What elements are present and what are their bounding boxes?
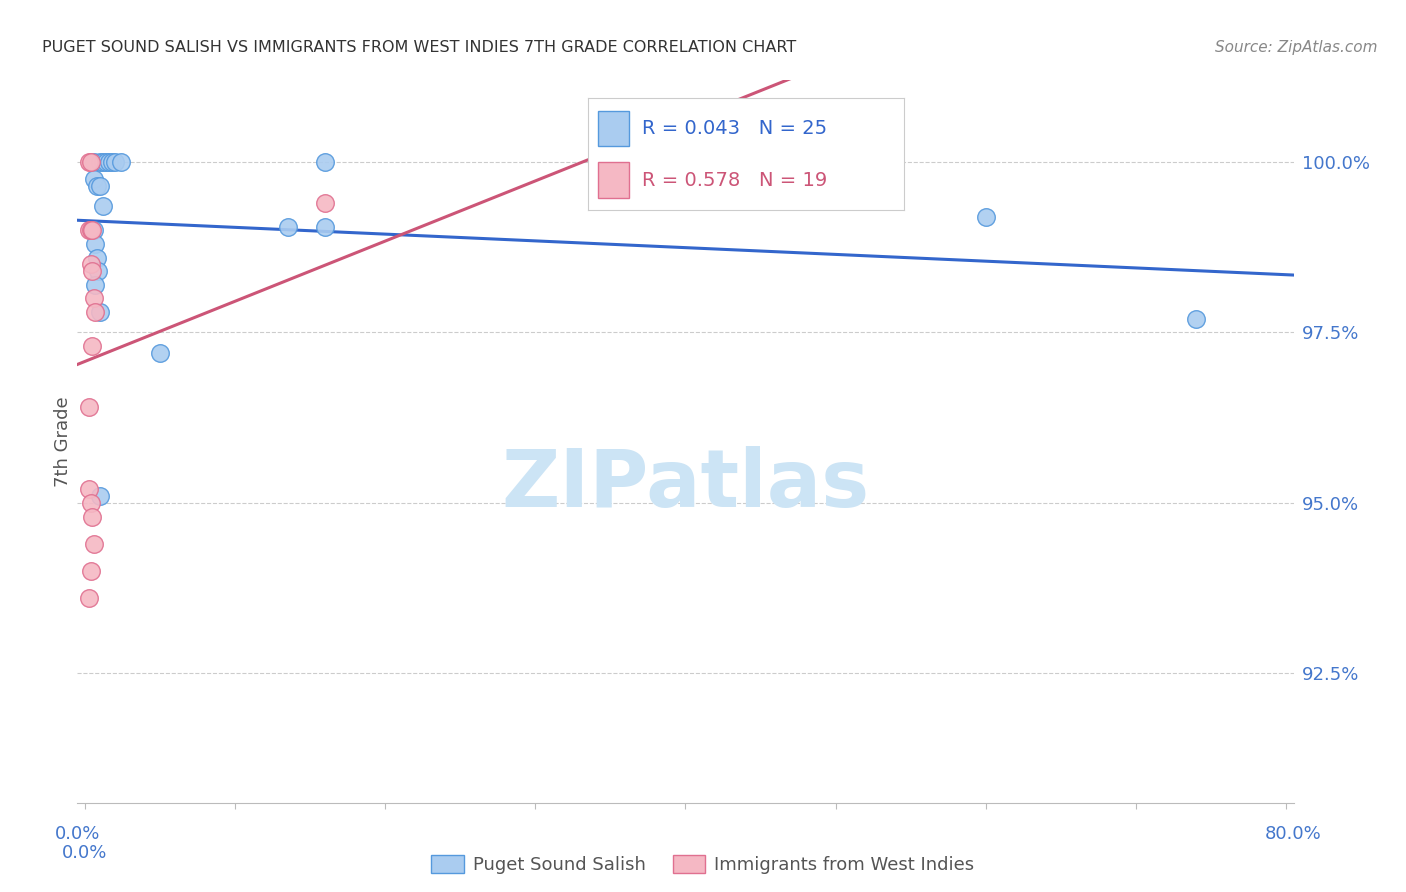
Text: R = 0.043   N = 25: R = 0.043 N = 25 [643,119,827,138]
Point [80,257,103,271]
Point [83,172,105,186]
Point [89,305,111,319]
Point [110,155,132,169]
Point [79,155,101,169]
Point [83,155,105,169]
Y-axis label: 7th Grade: 7th Grade [53,396,72,487]
Point [1185,311,1208,326]
Text: Source: ZipAtlas.com: Source: ZipAtlas.com [1215,40,1378,55]
Point [91,199,114,213]
Point [82,223,104,237]
Point [97,155,120,169]
Point [314,196,336,211]
Point [87,264,110,278]
Text: 0.0%: 0.0% [55,825,100,843]
Legend: Puget Sound Salish, Immigrants from West Indies: Puget Sound Salish, Immigrants from West… [432,855,974,874]
Point [277,219,299,234]
Point [82,264,104,278]
Point [91,155,114,169]
Point [79,401,101,415]
FancyBboxPatch shape [598,162,630,198]
Point [94,155,117,169]
Point [89,489,111,503]
Text: 0.0%: 0.0% [62,844,107,862]
Point [82,339,104,353]
Text: PUGET SOUND SALISH VS IMMIGRANTS FROM WEST INDIES 7TH GRADE CORRELATION CHART: PUGET SOUND SALISH VS IMMIGRANTS FROM WE… [42,40,796,55]
Point [314,155,336,169]
Point [83,292,105,306]
Point [637,155,659,169]
Point [80,496,103,510]
Point [314,219,336,234]
Point [89,155,111,169]
Point [86,251,108,265]
Point [84,277,107,292]
Point [974,210,997,224]
Point [79,223,101,237]
Point [84,305,107,319]
Point [101,155,124,169]
Point [79,591,101,606]
Point [82,509,104,524]
Point [80,155,103,169]
Text: ZIPatlas: ZIPatlas [502,446,869,524]
Point [104,155,127,169]
Point [86,178,108,193]
Point [83,537,105,551]
Point [83,223,105,237]
Point [80,564,103,578]
Point [84,236,107,251]
Text: R = 0.578   N = 19: R = 0.578 N = 19 [643,170,827,190]
Point [149,346,172,360]
Point [89,178,111,193]
Point [80,223,103,237]
Point [79,482,101,496]
Text: 80.0%: 80.0% [1265,825,1322,843]
FancyBboxPatch shape [598,111,630,146]
